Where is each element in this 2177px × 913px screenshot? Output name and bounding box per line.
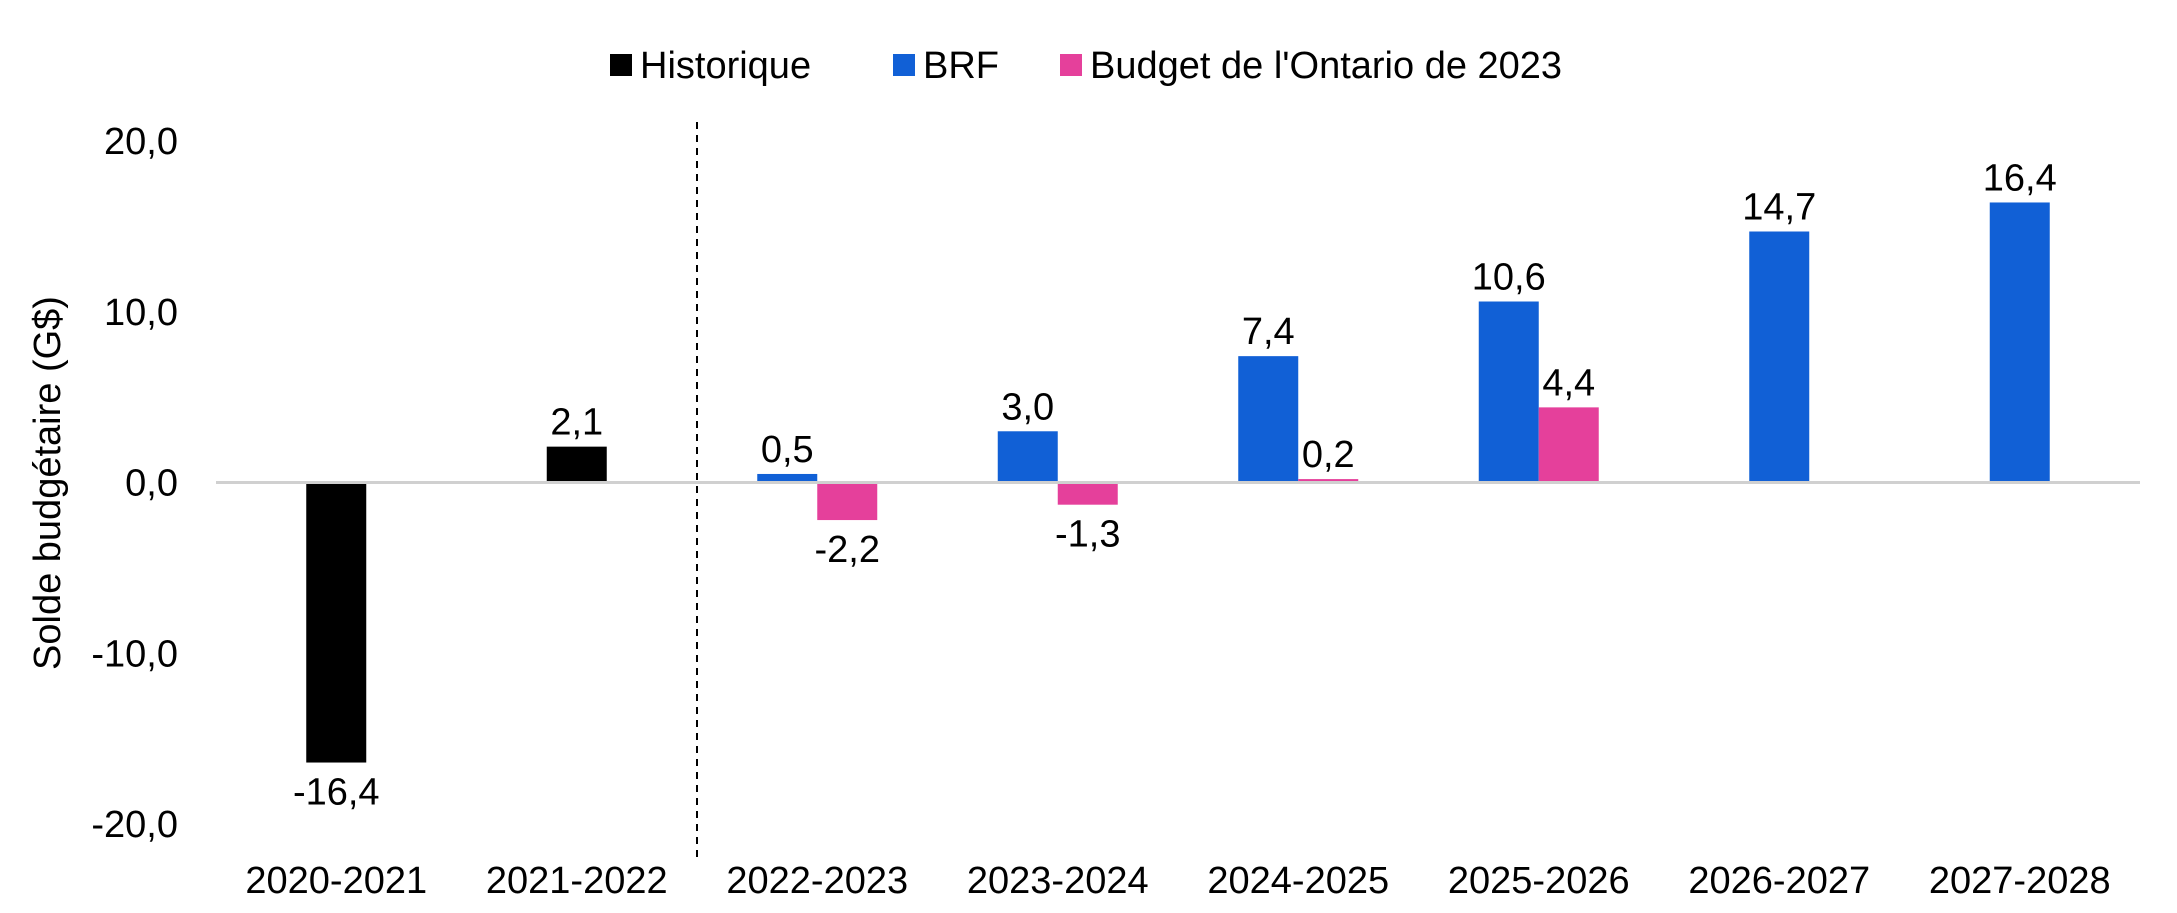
y-tick-label: -10,0 xyxy=(91,633,178,675)
x-tick-label: 2023-2024 xyxy=(967,860,1149,902)
bar-budget-de-l-ontario-de-2023-2022-2023 xyxy=(817,482,878,521)
x-tick-label: 2025-2026 xyxy=(1448,860,1630,902)
bar-historique-2021-2022 xyxy=(546,446,607,483)
bar-budget-de-l-ontario-de-2023-2023-2024 xyxy=(1057,482,1118,505)
bar-brf-2022-2023 xyxy=(757,473,818,483)
data-label: 0,2 xyxy=(1302,434,1355,476)
y-axis-ticks: 20,0 10,0 0,0 -10,0 -20,0 xyxy=(91,121,178,846)
data-label: -1,3 xyxy=(1055,514,1120,556)
bar-brf-2026-2027 xyxy=(1749,231,1810,483)
legend-label: BRF xyxy=(923,45,999,87)
data-label: 14,7 xyxy=(1742,186,1816,228)
data-label: 4,4 xyxy=(1542,362,1595,404)
y-tick-label: 10,0 xyxy=(104,292,178,334)
data-label: 10,6 xyxy=(1472,257,1546,299)
x-tick-label: 2024-2025 xyxy=(1207,860,1389,902)
x-tick-label: 2021-2022 xyxy=(486,860,668,902)
data-label: -2,2 xyxy=(815,529,880,571)
y-tick-label: 0,0 xyxy=(125,463,178,505)
data-label: 3,0 xyxy=(1001,386,1054,428)
bar-brf-2023-2024 xyxy=(997,431,1058,483)
bar-budget-de-l-ontario-de-2023-2024-2025 xyxy=(1298,479,1359,483)
legend-swatch xyxy=(1060,54,1082,76)
data-label: 16,4 xyxy=(1983,157,2057,199)
legend-label: Budget de l'Ontario de 2023 xyxy=(1090,45,1562,87)
x-tick-label: 2022-2023 xyxy=(726,860,908,902)
x-tick-label: 2026-2027 xyxy=(1688,860,1870,902)
bar-budget-de-l-ontario-de-2023-2025-2026 xyxy=(1538,407,1599,483)
legend: Historique BRF Budget de l'Ontario de 2023 xyxy=(610,45,1562,87)
x-tick-label: 2027-2028 xyxy=(1929,860,2111,902)
y-axis-title: Solde budgétaire (G$) xyxy=(27,296,69,670)
data-label: 0,5 xyxy=(761,429,814,471)
bar-historique-2020-2021 xyxy=(306,482,367,763)
legend-label: Historique xyxy=(640,45,811,87)
x-tick-label: 2020-2021 xyxy=(245,860,427,902)
data-label: 7,4 xyxy=(1242,311,1295,353)
data-labels: -16,4 2,1 0,5 -2,2 3,0 -1,3 7,4 0,2 10,6 4,4 14,7 1… xyxy=(293,157,2057,813)
y-tick-label: 20,0 xyxy=(104,121,178,163)
bar-brf-2024-2025 xyxy=(1238,356,1299,483)
legend-swatch xyxy=(610,54,632,76)
bars xyxy=(306,202,2050,763)
bar-brf-2025-2026 xyxy=(1478,301,1539,483)
data-label: 2,1 xyxy=(550,402,603,444)
y-tick-label: -20,0 xyxy=(91,804,178,846)
data-label: -16,4 xyxy=(293,772,380,814)
x-axis-ticks: 2020-2021 2021-2022 2022-2023 2023-2024 2024… xyxy=(245,860,2110,902)
bar-brf-2027-2028 xyxy=(1989,202,2050,483)
legend-swatch xyxy=(893,54,915,76)
